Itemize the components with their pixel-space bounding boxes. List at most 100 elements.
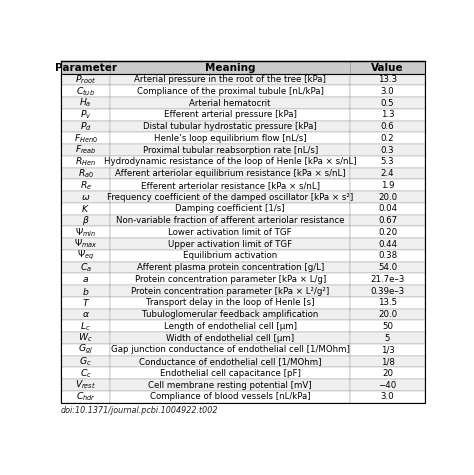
Bar [350, 297, 425, 309]
Text: 3.0: 3.0 [381, 87, 394, 96]
Text: 1/8: 1/8 [381, 357, 394, 366]
Bar [110, 344, 350, 356]
Text: doi:10.1371/journal.pcbi.1004922.t002: doi:10.1371/journal.pcbi.1004922.t002 [61, 406, 219, 415]
Text: Efferent arteriolar resistance [kPa × s/nL]: Efferent arteriolar resistance [kPa × s/… [141, 181, 319, 190]
Bar [61, 215, 110, 227]
Bar [61, 285, 110, 297]
Text: $\mathit{H}_{\mathit{a}}$: $\mathit{H}_{\mathit{a}}$ [79, 97, 92, 109]
Bar [110, 321, 350, 332]
Text: 0.38: 0.38 [378, 251, 397, 260]
Text: 0.67: 0.67 [378, 216, 397, 225]
Bar [110, 250, 350, 262]
Text: Compliance of blood vessels [nL/kPa]: Compliance of blood vessels [nL/kPa] [150, 392, 310, 401]
Bar [61, 109, 110, 121]
Bar [110, 168, 350, 180]
Bar [61, 238, 110, 250]
Text: Transport delay in the loop of Henle [s]: Transport delay in the loop of Henle [s] [146, 298, 314, 307]
Bar [110, 262, 350, 274]
Text: Gap junction conductance of endothelial cell [1/MOhm]: Gap junction conductance of endothelial … [111, 345, 350, 354]
Bar [110, 285, 350, 297]
Bar [61, 203, 110, 215]
Bar [110, 191, 350, 203]
Bar [350, 168, 425, 180]
Bar [61, 297, 110, 309]
Text: $\mathit{R}_{\mathit{e}}$: $\mathit{R}_{\mathit{e}}$ [80, 179, 91, 191]
Bar [350, 321, 425, 332]
Text: 20.0: 20.0 [378, 310, 397, 319]
Text: Cell membrane resting potential [mV]: Cell membrane resting potential [mV] [148, 380, 312, 390]
Bar [61, 191, 110, 203]
Bar [350, 109, 425, 121]
Text: $\mathit{Ψ}_{\mathit{min}}$: $\mathit{Ψ}_{\mathit{min}}$ [75, 226, 96, 238]
Bar [110, 74, 350, 86]
Text: Damping coefficient [1/s]: Damping coefficient [1/s] [175, 204, 285, 213]
Bar [61, 391, 110, 403]
Text: Arterial hematocrit: Arterial hematocrit [190, 99, 271, 108]
Text: $\mathit{C}_{\mathit{tub}}$: $\mathit{C}_{\mathit{tub}}$ [76, 85, 95, 98]
Text: $\mathit{F}_{\mathit{reab}}$: $\mathit{F}_{\mathit{reab}}$ [75, 144, 97, 156]
Text: $\mathit{Ψ}_{\mathit{eq}}$: $\mathit{Ψ}_{\mathit{eq}}$ [77, 249, 94, 262]
Bar [350, 285, 425, 297]
Bar [350, 121, 425, 133]
Bar [110, 356, 350, 367]
Bar [61, 309, 110, 321]
Bar [61, 332, 110, 344]
Text: $\mathit{C}_{\mathit{c}}$: $\mathit{C}_{\mathit{c}}$ [80, 367, 91, 380]
Text: 2.4: 2.4 [381, 169, 394, 178]
Bar [61, 356, 110, 367]
Bar [61, 367, 110, 379]
Text: 5.3: 5.3 [381, 157, 394, 166]
Text: 21.7e–3: 21.7e–3 [370, 275, 405, 284]
Text: Afferent arteriolar equilibrium resistance [kPa × s/nL]: Afferent arteriolar equilibrium resistan… [115, 169, 346, 178]
Text: 13.3: 13.3 [378, 75, 397, 84]
Text: Arterial pressure in the root of the tree [kPa]: Arterial pressure in the root of the tre… [134, 75, 326, 84]
Text: 0.5: 0.5 [381, 99, 394, 108]
Bar [110, 379, 350, 391]
Text: 0.04: 0.04 [378, 204, 397, 213]
Bar [110, 332, 350, 344]
Bar [350, 344, 425, 356]
Text: Conductance of endothelial cell [1/MOhm]: Conductance of endothelial cell [1/MOhm] [139, 357, 321, 366]
Bar [350, 238, 425, 250]
Bar [350, 156, 425, 168]
Bar [350, 144, 425, 156]
Text: Compliance of the proximal tubule [nL/kPa]: Compliance of the proximal tubule [nL/kP… [137, 87, 324, 96]
Bar [61, 86, 110, 97]
Text: 0.20: 0.20 [378, 228, 397, 237]
Text: $\mathit{C}_{\mathit{a}}$: $\mathit{C}_{\mathit{a}}$ [80, 261, 91, 274]
Bar [110, 121, 350, 133]
Text: −40: −40 [378, 380, 397, 390]
Bar [61, 250, 110, 262]
Bar [61, 321, 110, 332]
Bar [350, 215, 425, 227]
Bar [350, 356, 425, 367]
Bar [61, 61, 110, 74]
Text: $\mathit{R}_{\mathit{a0}}$: $\mathit{R}_{\mathit{a0}}$ [78, 167, 94, 180]
Bar [350, 97, 425, 109]
Bar [350, 262, 425, 274]
Text: $\mathit{L}_{\mathit{c}}$: $\mathit{L}_{\mathit{c}}$ [80, 320, 91, 332]
Text: Frequency coefficient of the damped oscillator [kPa × s²]: Frequency coefficient of the damped osci… [107, 192, 353, 201]
Bar [110, 86, 350, 97]
Text: $\mathit{β}$: $\mathit{β}$ [82, 214, 90, 227]
Text: $\mathit{P}_{\mathit{v}}$: $\mathit{P}_{\mathit{v}}$ [80, 109, 91, 121]
Text: Meaning: Meaning [205, 63, 255, 73]
Bar [110, 367, 350, 379]
Bar [350, 86, 425, 97]
Text: 54.0: 54.0 [378, 263, 397, 272]
Text: $\mathit{G}_{\mathit{c}}$: $\mathit{G}_{\mathit{c}}$ [79, 355, 92, 368]
Text: 0.6: 0.6 [381, 122, 394, 131]
Text: $\mathit{W}_{\mathit{c}}$: $\mathit{W}_{\mathit{c}}$ [78, 332, 93, 344]
Bar [110, 144, 350, 156]
Bar [110, 297, 350, 309]
Text: 1.9: 1.9 [381, 181, 394, 190]
Bar [110, 109, 350, 121]
Text: Hydrodynamic resistance of the loop of Henle [kPa × s/nL]: Hydrodynamic resistance of the loop of H… [104, 157, 356, 166]
Text: $\mathit{V}_{\mathit{rest}}$: $\mathit{V}_{\mathit{rest}}$ [75, 379, 96, 391]
Text: Henle’s loop equilibrium flow [nL/s]: Henle’s loop equilibrium flow [nL/s] [154, 134, 307, 143]
Bar [110, 309, 350, 321]
Bar [350, 391, 425, 403]
Bar [110, 215, 350, 227]
Text: $\mathit{b}$: $\mathit{b}$ [82, 285, 90, 296]
Bar [110, 97, 350, 109]
